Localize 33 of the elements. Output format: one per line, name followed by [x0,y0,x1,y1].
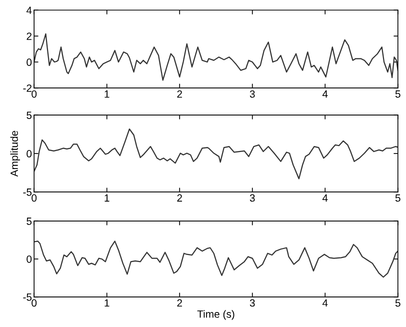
y-axis-title: Amplitude [10,130,20,177]
x-tick-label: 2 [177,90,182,98]
x-tick-label: 2 [177,299,182,307]
x-tick-label: 1 [104,299,110,307]
x-tick-label: 3 [250,194,255,202]
x-tick-label: 4 [322,194,328,202]
x-axis-title: Time (s) [197,310,234,320]
x-tick-label: 4 [322,90,328,98]
line-series [34,33,398,81]
y-tick-label: -2 [23,84,32,92]
y-tick-label: 5 [26,112,32,119]
y-tick-label: 0 [26,255,32,263]
line-series [34,128,398,180]
line-series [34,240,398,278]
x-tick-label: 4 [322,299,328,307]
y-tick-label: -5 [23,294,32,301]
x-tick-label: 3 [250,299,255,307]
y-tick-label: 2 [26,32,32,40]
y-tick-label: 4 [26,6,32,14]
x-tick-label: 0 [32,90,37,98]
y-tick-label: 5 [26,218,32,225]
x-tick-label: 3 [250,90,255,98]
x-tick-label: 2 [177,194,182,202]
x-tick-label: 5 [395,90,400,98]
y-tick-label: 0 [26,150,32,158]
x-tick-label: 0 [32,299,37,307]
x-tick-label: 0 [32,194,37,202]
x-tick-label: 1 [104,90,110,98]
x-tick-label: 5 [395,194,400,202]
x-tick-label: 1 [104,194,110,202]
x-tick-label: 5 [395,299,400,307]
y-tick-label: 0 [26,58,32,66]
y-tick-label: -5 [23,188,32,196]
